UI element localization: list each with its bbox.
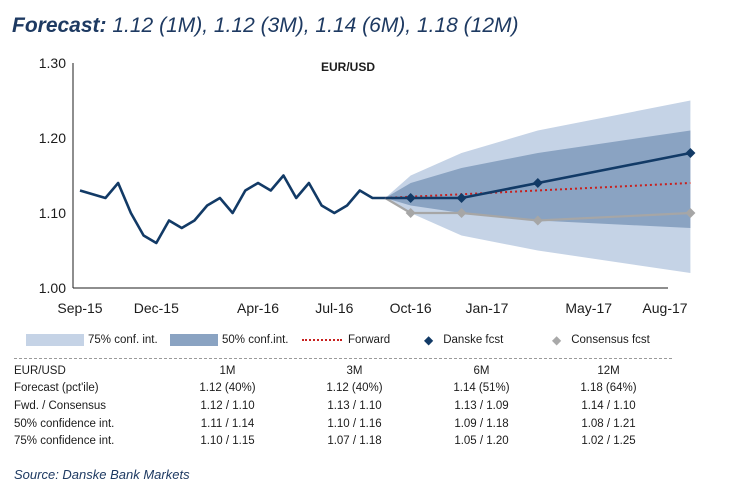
danske-point: [685, 148, 696, 158]
consensus-point: [456, 208, 467, 218]
table-cell: 1.10 / 1.15: [200, 435, 255, 448]
danske-diamond-icon: ◆: [424, 333, 434, 347]
table-cell: 1.14 (51%): [453, 382, 510, 395]
danske-point: [532, 178, 543, 188]
legend-label-forward: Forward: [348, 334, 391, 346]
table-cell: 1.05 / 1.20: [454, 435, 509, 448]
table-header-cell: 6M: [473, 364, 490, 377]
table-cell: 75% confidence int.: [14, 435, 115, 448]
table-cell: 50% confidence int.: [14, 417, 115, 430]
consensus-diamond-icon: ◆: [552, 333, 562, 347]
consensus-point: [532, 215, 543, 226]
table-cell: 1.18 (64%): [580, 382, 637, 395]
legend-label-danske: Danske fcst: [443, 334, 504, 346]
x-tick-label: Dec-15: [134, 300, 179, 316]
danske-point: [405, 193, 416, 203]
consensus-point: [685, 208, 696, 218]
legend-swatch-75: [26, 334, 84, 346]
table-cell: 1.14 / 1.10: [581, 399, 636, 412]
history-line: [79, 174, 386, 245]
table-header-cell: EUR/USD: [14, 364, 66, 377]
table-cell: 1.08 / 1.21: [581, 417, 636, 430]
legend-item-consensus: ◆ Consensus fcst: [552, 330, 650, 350]
legend-swatch-forward: [302, 339, 342, 341]
table-cell: 1.07 / 1.18: [327, 435, 382, 448]
legend-item-forward: Forward: [302, 330, 390, 350]
table-cell: Fwd. / Consensus: [14, 399, 107, 412]
x-tick-label: Aug-17: [642, 300, 687, 316]
table-separator: [14, 358, 672, 359]
title-lead: Forecast:: [12, 14, 107, 37]
y-tick-label: 1.10: [39, 205, 66, 221]
y-tick-label: 1.00: [39, 280, 66, 296]
legend-label-75: 75% conf. int.: [88, 334, 158, 346]
table-cell: Forecast (pct'ile): [14, 382, 99, 395]
y-tick-labels: 1.30 1.20 1.10 1.00: [39, 55, 66, 296]
y-tick-label: 1.30: [39, 55, 66, 71]
table-row: 50% confidence int. 1.11 / 1.14 1.10 / 1…: [14, 415, 672, 433]
table-cell: 1.11 / 1.14: [200, 417, 255, 430]
table-cell: 1.12 (40%): [326, 382, 383, 395]
legend-item-75: 75% conf. int.: [26, 330, 158, 350]
danske-point: [456, 193, 467, 203]
x-tick-label: May-17: [565, 300, 612, 316]
x-tick-label: Apr-16: [237, 300, 279, 316]
table-cell: 1.09 / 1.18: [454, 417, 509, 430]
table-header-cell: 3M: [346, 364, 363, 377]
y-tick-label: 1.20: [39, 130, 66, 146]
table-cell: 1.13 / 1.10: [327, 399, 382, 412]
legend-label-50: 50% conf.int.: [222, 334, 289, 346]
legend-item-danske: ◆ Danske fcst: [424, 330, 503, 350]
forecast-table: EUR/USD 1M 3M 6M 12M Forecast (pct'ile) …: [14, 362, 672, 450]
x-tick-labels: Sep-15 Dec-15 Apr-16 Jul-16 Oct-16 Jan-17 May-…: [57, 300, 687, 316]
x-tick-label: Oct-16: [390, 300, 432, 316]
table-cell: 1.02 / 1.25: [581, 435, 636, 448]
legend-swatch-50: [170, 334, 218, 346]
table-header-cell: 1M: [219, 364, 236, 377]
table-row: 75% confidence int. 1.10 / 1.15 1.07 / 1…: [14, 432, 672, 450]
table-cell: 1.13 / 1.09: [454, 399, 509, 412]
table-row: Forecast (pct'ile) 1.12 (40%) 1.12 (40%)…: [14, 380, 672, 398]
series-markers: [405, 148, 696, 226]
x-tick-label: Jan-17: [466, 300, 509, 316]
legend-item-50: 50% conf.int.: [170, 330, 288, 350]
fx-forecast-chart: 1.30 1.20 1.10 1.00 Sep-15 Dec-15 Apr-16 Jul-1…: [39, 55, 696, 316]
source-note: Source: Danske Bank Markets: [14, 467, 190, 482]
table-header-row: EUR/USD 1M 3M 6M 12M: [14, 362, 672, 380]
table-cell: 1.12 / 1.10: [200, 399, 255, 412]
table-header-cell: 12M: [597, 364, 620, 377]
table-cell: 1.12 (40%): [199, 382, 256, 395]
x-tick-label: Jul-16: [315, 300, 353, 316]
consensus-point: [405, 208, 416, 218]
chart-legend: 75% conf. int. 50% conf.int. Forward ◆ D…: [16, 330, 676, 350]
x-tick-label: Sep-15: [57, 300, 102, 316]
chart-title: Forecast: 1.12 (1M), 1.12 (3M), 1.14 (6M…: [12, 14, 712, 38]
table-row: Fwd. / Consensus 1.12 / 1.10 1.13 / 1.10…: [14, 397, 672, 415]
title-rest: 1.12 (1M), 1.12 (3M), 1.14 (6M), 1.18 (1…: [106, 14, 519, 37]
table-cell: 1.10 / 1.16: [327, 417, 382, 430]
forward-line: [385, 182, 691, 199]
legend-label-consensus: Consensus fcst: [571, 334, 650, 346]
chart-inner-title: EUR/USD: [321, 60, 375, 74]
